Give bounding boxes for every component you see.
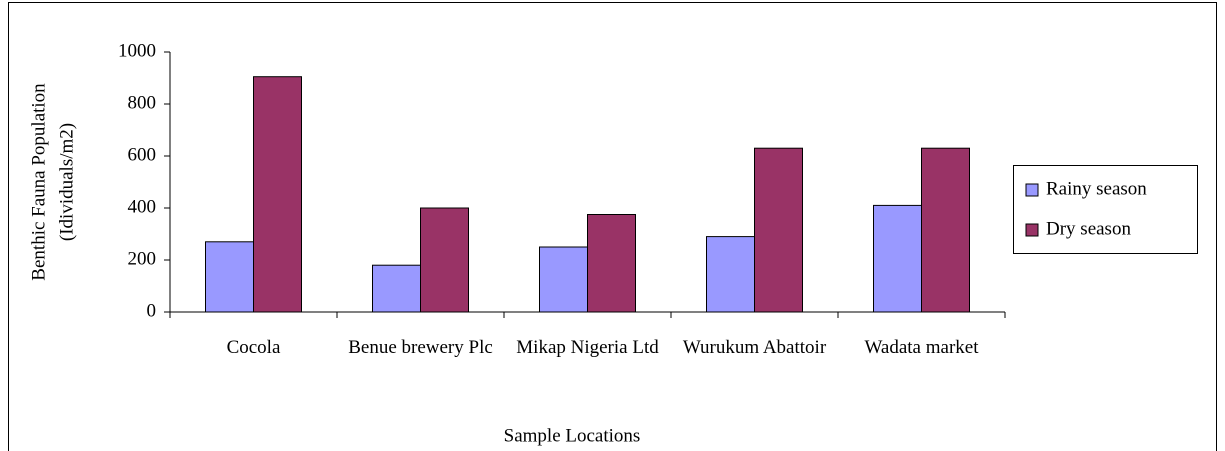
- bar: [921, 147, 970, 313]
- bar: [587, 214, 636, 313]
- legend-swatch: [1025, 223, 1039, 237]
- y-tick-label: 200: [128, 248, 157, 269]
- bar: [372, 264, 421, 313]
- y-tick-label: 600: [128, 144, 157, 165]
- x-tick-label: Benue brewery Plc: [348, 337, 493, 358]
- y-tick-label: 0: [147, 300, 157, 321]
- bar: [539, 246, 588, 313]
- bar: [205, 241, 254, 313]
- bar: [754, 147, 803, 313]
- x-tick-label: Wurukum Abattoir: [682, 337, 827, 358]
- x-tick-label: Cocola: [226, 337, 281, 358]
- bar: [873, 204, 922, 313]
- legend-label: Rainy season: [1046, 178, 1147, 199]
- x-tick-label: Mikap Nigeria Ltd: [516, 337, 659, 358]
- bar: [706, 236, 755, 313]
- legend-label: Dry season: [1046, 218, 1131, 239]
- x-axis-title: Sample Locations: [504, 425, 641, 446]
- bar: [253, 76, 302, 313]
- y-tick-label: 1000: [118, 40, 156, 61]
- bar: [420, 207, 469, 313]
- y-axis-title: Benthic Fauna Population: [28, 83, 49, 281]
- legend-box: [1013, 165, 1198, 254]
- chart-border: [8, 2, 1217, 451]
- legend-swatch: [1025, 183, 1039, 197]
- y-tick-label: 800: [128, 92, 157, 113]
- x-tick-label: Wadata market: [864, 337, 979, 358]
- y-tick-label: 400: [128, 196, 157, 217]
- y-axis-title: (Idividuals/m2): [56, 123, 77, 241]
